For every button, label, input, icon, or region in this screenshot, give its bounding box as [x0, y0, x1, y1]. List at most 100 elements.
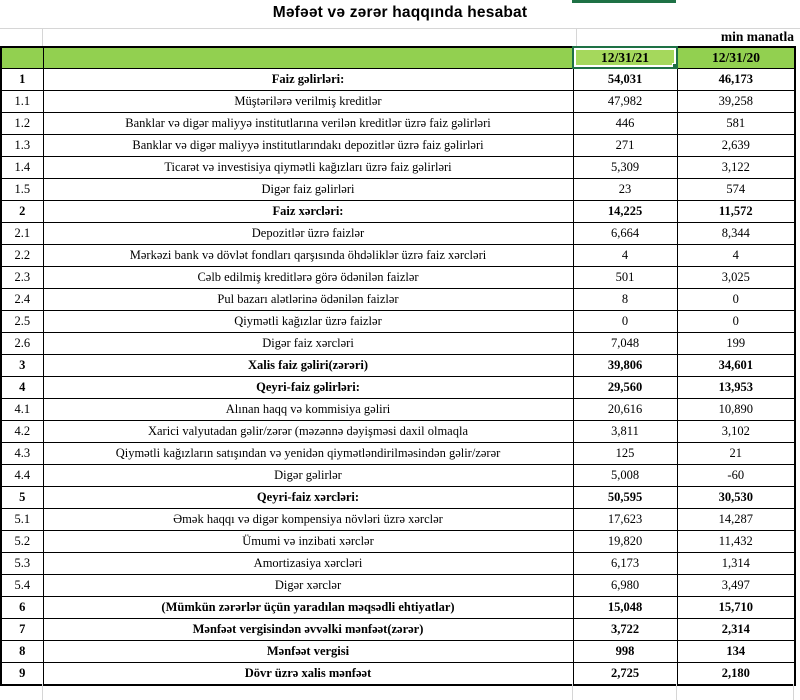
- value-2021-cell[interactable]: 39,806: [572, 354, 678, 377]
- row-number-cell[interactable]: 4.3: [0, 442, 44, 465]
- value-2021-cell[interactable]: 50,595: [572, 486, 678, 509]
- row-number-cell[interactable]: 8: [0, 640, 44, 663]
- row-label-cell[interactable]: Qiymətli kağızlar üzrə faizlər: [42, 310, 574, 333]
- row-number-cell[interactable]: 2.6: [0, 332, 44, 355]
- row-number-cell[interactable]: 7: [0, 618, 44, 641]
- value-2021-cell[interactable]: 271: [572, 134, 678, 157]
- value-2020-cell[interactable]: 0: [676, 288, 796, 311]
- value-2021-cell[interactable]: 0: [572, 310, 678, 333]
- value-2020-cell[interactable]: 3,102: [676, 420, 796, 443]
- value-2021-cell[interactable]: 20,616: [572, 398, 678, 421]
- value-2020-cell[interactable]: 46,173: [676, 67, 796, 91]
- row-number-cell[interactable]: 1.2: [0, 112, 44, 135]
- value-2020-cell[interactable]: 4: [676, 244, 796, 267]
- value-2021-cell[interactable]: 3,811: [572, 420, 678, 443]
- value-2021-cell[interactable]: 5,309: [572, 156, 678, 179]
- row-number-cell[interactable]: 9: [0, 662, 44, 686]
- row-number-cell[interactable]: 2: [0, 200, 44, 223]
- row-label-cell[interactable]: Digər faiz gəlirləri: [42, 178, 574, 201]
- row-label-cell[interactable]: Müştərilərə verilmiş kreditlər: [42, 90, 574, 113]
- value-2020-cell[interactable]: 574: [676, 178, 796, 201]
- value-2021-cell[interactable]: 4: [572, 244, 678, 267]
- value-2020-cell[interactable]: 581: [676, 112, 796, 135]
- row-number-cell[interactable]: 5.4: [0, 574, 44, 597]
- value-2020-cell[interactable]: 3,497: [676, 574, 796, 597]
- value-2021-cell[interactable]: 5,008: [572, 464, 678, 487]
- value-2021-cell[interactable]: 6,173: [572, 552, 678, 575]
- value-2020-cell[interactable]: -60: [676, 464, 796, 487]
- row-number-cell[interactable]: 4.2: [0, 420, 44, 443]
- value-2021-cell[interactable]: 14,225: [572, 200, 678, 223]
- row-label-cell[interactable]: (Mümkün zərərlər üçün yaradılan məqsədli…: [42, 596, 574, 619]
- value-2021-cell[interactable]: 8: [572, 288, 678, 311]
- value-2020-cell[interactable]: 2,639: [676, 134, 796, 157]
- column-header-2020[interactable]: 12/31/20: [676, 46, 796, 69]
- row-number-cell[interactable]: 6: [0, 596, 44, 619]
- value-2020-cell[interactable]: 21: [676, 442, 796, 465]
- row-label-cell[interactable]: Mərkəzi bank və dövlət fondları qarşısın…: [42, 244, 574, 267]
- value-2020-cell[interactable]: 30,530: [676, 486, 796, 509]
- value-2020-cell[interactable]: 8,344: [676, 222, 796, 245]
- row-number-cell[interactable]: 5: [0, 486, 44, 509]
- value-2021-cell[interactable]: 125: [572, 442, 678, 465]
- row-label-cell[interactable]: Amortizasiya xərcləri: [42, 552, 574, 575]
- row-label-cell[interactable]: Digər xərclər: [42, 574, 574, 597]
- row-label-cell[interactable]: Ümumi və inzibati xərclər: [42, 530, 574, 553]
- value-2021-cell[interactable]: 446: [572, 112, 678, 135]
- value-2020-cell[interactable]: 0: [676, 310, 796, 333]
- row-number-cell[interactable]: 1: [0, 67, 44, 91]
- row-label-cell[interactable]: Xarici valyutadan gəlir/zərər (məzənnə d…: [42, 420, 574, 443]
- selection-fill-handle[interactable]: [672, 63, 675, 66]
- value-2021-cell[interactable]: 47,982: [572, 90, 678, 113]
- value-2021-cell[interactable]: 17,623: [572, 508, 678, 531]
- row-label-cell[interactable]: Mənfəət vergisi: [42, 640, 574, 663]
- row-label-cell[interactable]: Pul bazarı alətlərinə ödənilən faizlər: [42, 288, 574, 311]
- row-number-cell[interactable]: 4.1: [0, 398, 44, 421]
- row-label-cell[interactable]: Mənfəət vergisindən əvvəlki mənfəət(zərə…: [42, 618, 574, 641]
- row-number-cell[interactable]: 2.4: [0, 288, 44, 311]
- row-number-cell[interactable]: 2.2: [0, 244, 44, 267]
- row-number-cell[interactable]: 1.5: [0, 178, 44, 201]
- value-2020-cell[interactable]: 11,572: [676, 200, 796, 223]
- row-number-cell[interactable]: 5.3: [0, 552, 44, 575]
- row-number-cell[interactable]: 4: [0, 376, 44, 399]
- value-2020-cell[interactable]: 1,314: [676, 552, 796, 575]
- column-header-2021[interactable]: 12/31/21: [572, 46, 678, 69]
- header-spacer-cell[interactable]: [0, 46, 44, 69]
- row-label-cell[interactable]: Xalis faiz gəliri(zərəri): [42, 354, 574, 377]
- row-number-cell[interactable]: 4.4: [0, 464, 44, 487]
- header-spacer-cell[interactable]: [42, 46, 574, 69]
- row-label-cell[interactable]: Dövr üzrə xalis mənfəət: [42, 662, 574, 686]
- row-label-cell[interactable]: Qeyri-faiz gəlirləri:: [42, 376, 574, 399]
- row-number-cell[interactable]: 1.1: [0, 90, 44, 113]
- row-number-cell[interactable]: 2.1: [0, 222, 44, 245]
- value-2021-cell[interactable]: 15,048: [572, 596, 678, 619]
- value-2021-cell[interactable]: 19,820: [572, 530, 678, 553]
- value-2020-cell[interactable]: 13,953: [676, 376, 796, 399]
- value-2021-cell[interactable]: 501: [572, 266, 678, 289]
- row-label-cell[interactable]: Qiymətli kağızların satışından və yenidə…: [42, 442, 574, 465]
- row-number-cell[interactable]: 1.4: [0, 156, 44, 179]
- value-2021-cell[interactable]: 7,048: [572, 332, 678, 355]
- row-label-cell[interactable]: Alınan haqq və kommisiya gəliri: [42, 398, 574, 421]
- value-2021-cell[interactable]: 23: [572, 178, 678, 201]
- row-label-cell[interactable]: Faiz gəlirləri:: [42, 67, 574, 91]
- row-number-cell[interactable]: 5.2: [0, 530, 44, 553]
- value-2020-cell[interactable]: 3,122: [676, 156, 796, 179]
- value-2020-cell[interactable]: 15,710: [676, 596, 796, 619]
- value-2020-cell[interactable]: 10,890: [676, 398, 796, 421]
- row-label-cell[interactable]: Cəlb edilmiş kreditlərə görə ödənilən fa…: [42, 266, 574, 289]
- row-label-cell[interactable]: Faiz xərcləri:: [42, 200, 574, 223]
- value-2021-cell[interactable]: 6,664: [572, 222, 678, 245]
- row-number-cell[interactable]: 5.1: [0, 508, 44, 531]
- value-2021-cell[interactable]: 29,560: [572, 376, 678, 399]
- row-label-cell[interactable]: Depozitlər üzrə faizlər: [42, 222, 574, 245]
- value-2020-cell[interactable]: 34,601: [676, 354, 796, 377]
- row-label-cell[interactable]: Banklar və digər maliyyə institutlarına …: [42, 112, 574, 135]
- row-label-cell[interactable]: Banklar və digər maliyyə institutlarında…: [42, 134, 574, 157]
- row-label-cell[interactable]: Digər faiz xərcləri: [42, 332, 574, 355]
- row-number-cell[interactable]: 1.3: [0, 134, 44, 157]
- value-2020-cell[interactable]: 2,314: [676, 618, 796, 641]
- value-2020-cell[interactable]: 2,180: [676, 662, 796, 686]
- row-number-cell[interactable]: 3: [0, 354, 44, 377]
